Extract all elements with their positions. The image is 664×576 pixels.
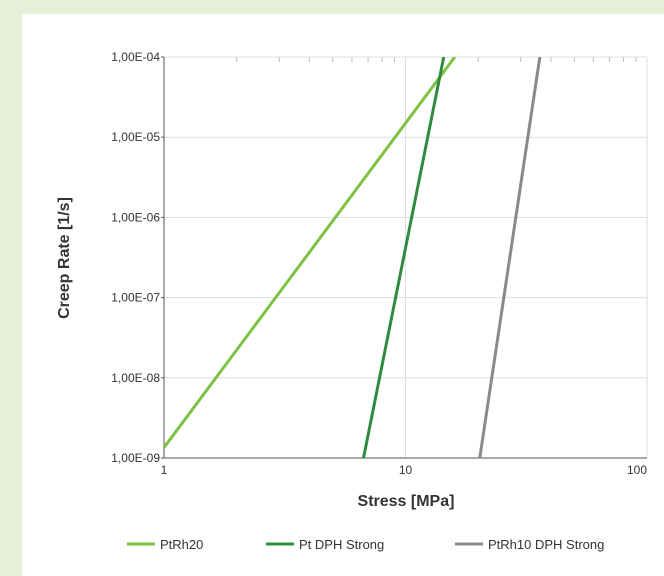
chart-panel	[22, 14, 664, 576]
x-tick-label: 10	[399, 463, 413, 477]
y-tick-label: 1,00E-06	[111, 210, 160, 224]
y-tick-label: 1,00E-07	[111, 291, 160, 305]
grid-lines	[164, 56, 648, 458]
x-tick-label: 1	[161, 463, 168, 477]
y-tick-label: 1,00E-05	[111, 130, 160, 144]
y-axis-title: Creep Rate [1/s]	[56, 197, 73, 319]
legend-label: Pt DPH Strong	[299, 537, 384, 552]
series-line	[362, 57, 446, 458]
tick-labels: 1,00E-09 1,00E-08 1,00E-07 1,00E-06 1,00E-05…	[111, 50, 647, 477]
y-tick-label: 1,00E-09	[111, 451, 160, 465]
series-lines	[164, 57, 542, 458]
legend-label: PtRh10 DPH Strong	[488, 537, 604, 552]
x-axis-title: Stress [MPa]	[358, 493, 455, 510]
x-tick-label: 100	[627, 463, 647, 477]
legend: PtRh20 Pt DPH Strong PtRh10 DPH Strong	[127, 537, 604, 552]
legend-label: PtRh20	[160, 537, 203, 552]
y-tick-label: 1,00E-08	[111, 371, 160, 385]
axes	[161, 56, 647, 459]
y-tick-label: 1,00E-04	[111, 50, 160, 64]
series-line	[164, 57, 456, 449]
series-line	[478, 57, 542, 458]
